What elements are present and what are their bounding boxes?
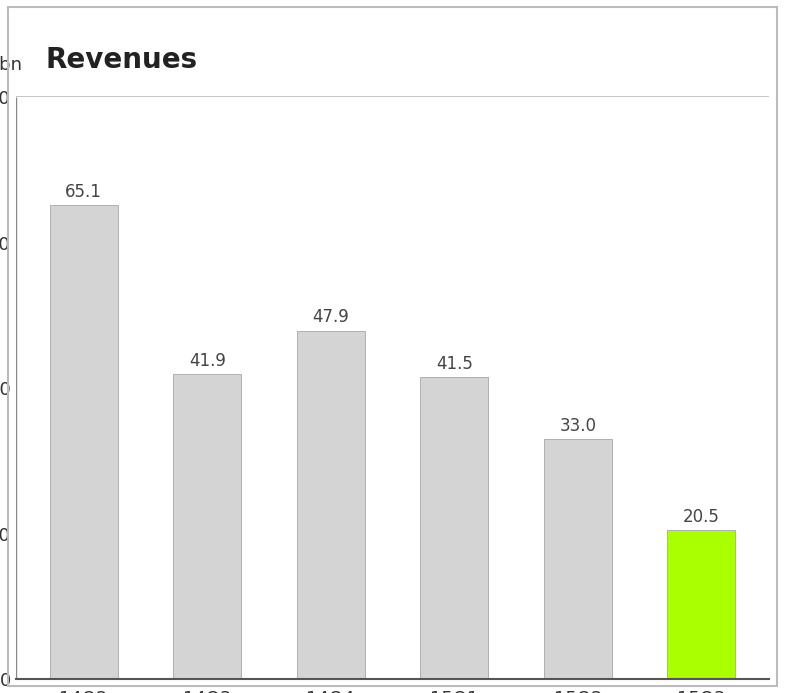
Text: 41.9: 41.9: [188, 352, 225, 370]
Text: Revenues: Revenues: [46, 46, 198, 73]
Text: 65.1: 65.1: [65, 183, 102, 201]
Text: 33.0: 33.0: [559, 416, 597, 435]
Text: NT$bn: NT$bn: [0, 55, 22, 73]
Bar: [667, 530, 736, 679]
Bar: [49, 205, 118, 679]
Text: 47.9: 47.9: [312, 308, 349, 326]
Bar: [544, 439, 612, 679]
Text: 41.5: 41.5: [436, 355, 473, 373]
Bar: [297, 331, 365, 679]
Text: 20.5: 20.5: [683, 507, 720, 525]
Bar: [173, 374, 241, 679]
Bar: [420, 377, 488, 679]
